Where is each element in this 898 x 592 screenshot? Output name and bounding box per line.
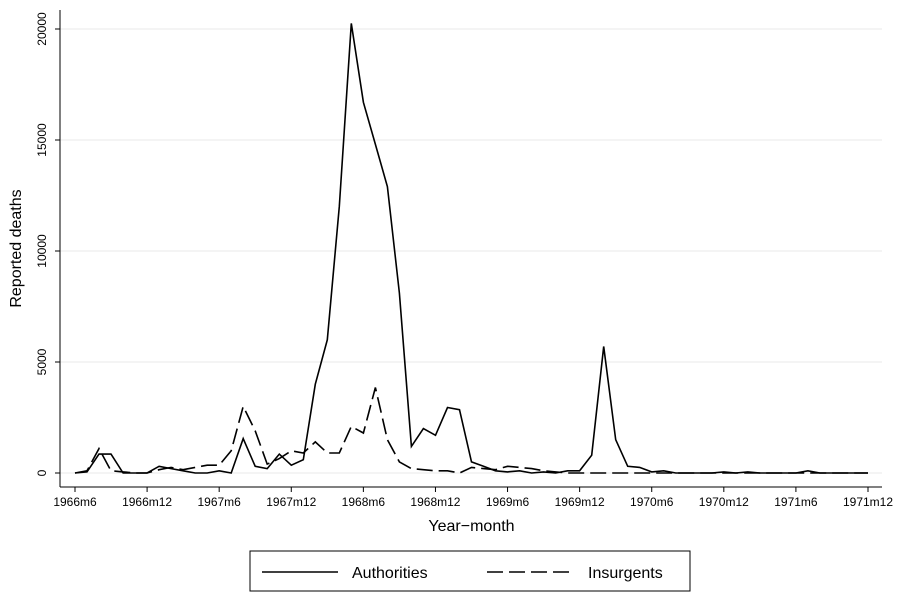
x-tick-label: 1969m12 (555, 495, 605, 509)
y-tick-label: 20000 (35, 12, 49, 46)
y-tick-label: 10000 (35, 234, 49, 268)
y-axis-ticks: 0 5000 10000 15000 20000 (35, 12, 60, 476)
series-line-authorities (74, 23, 868, 474)
legend-label-authorities: Authorities (352, 565, 428, 582)
x-tick-label: 1970m12 (699, 495, 749, 509)
x-tick-label: 1968m6 (342, 495, 386, 509)
x-tick-label: 1967m12 (266, 495, 316, 509)
x-tick-label: 1970m6 (630, 495, 674, 509)
x-tick-label: 1966m6 (53, 495, 97, 509)
grid-lines (60, 28, 882, 474)
y-axis-title: Reported deaths (8, 189, 25, 307)
x-tick-label: 1969m6 (486, 495, 530, 509)
y-tick-label: 0 (35, 469, 49, 476)
x-tick-label: 1967m6 (197, 495, 241, 509)
legend: Authorities Insurgents (249, 550, 691, 592)
legend-label-insurgents: Insurgents (588, 565, 663, 582)
x-tick-label: 1971m12 (843, 495, 893, 509)
y-tick-label: 15000 (35, 123, 49, 157)
series-lines (74, 23, 868, 474)
x-axis-ticks: 1966m6 1966m12 1967m6 1967m12 1968m6 1968m12 1… (53, 487, 893, 509)
series-line-insurgents (74, 387, 868, 474)
x-tick-label: 1966m12 (122, 495, 172, 509)
x-axis-title: Year−month (428, 518, 514, 535)
x-tick-label: 1968m12 (410, 495, 460, 509)
y-tick-label: 5000 (35, 348, 49, 375)
x-tick-label: 1971m6 (774, 495, 818, 509)
